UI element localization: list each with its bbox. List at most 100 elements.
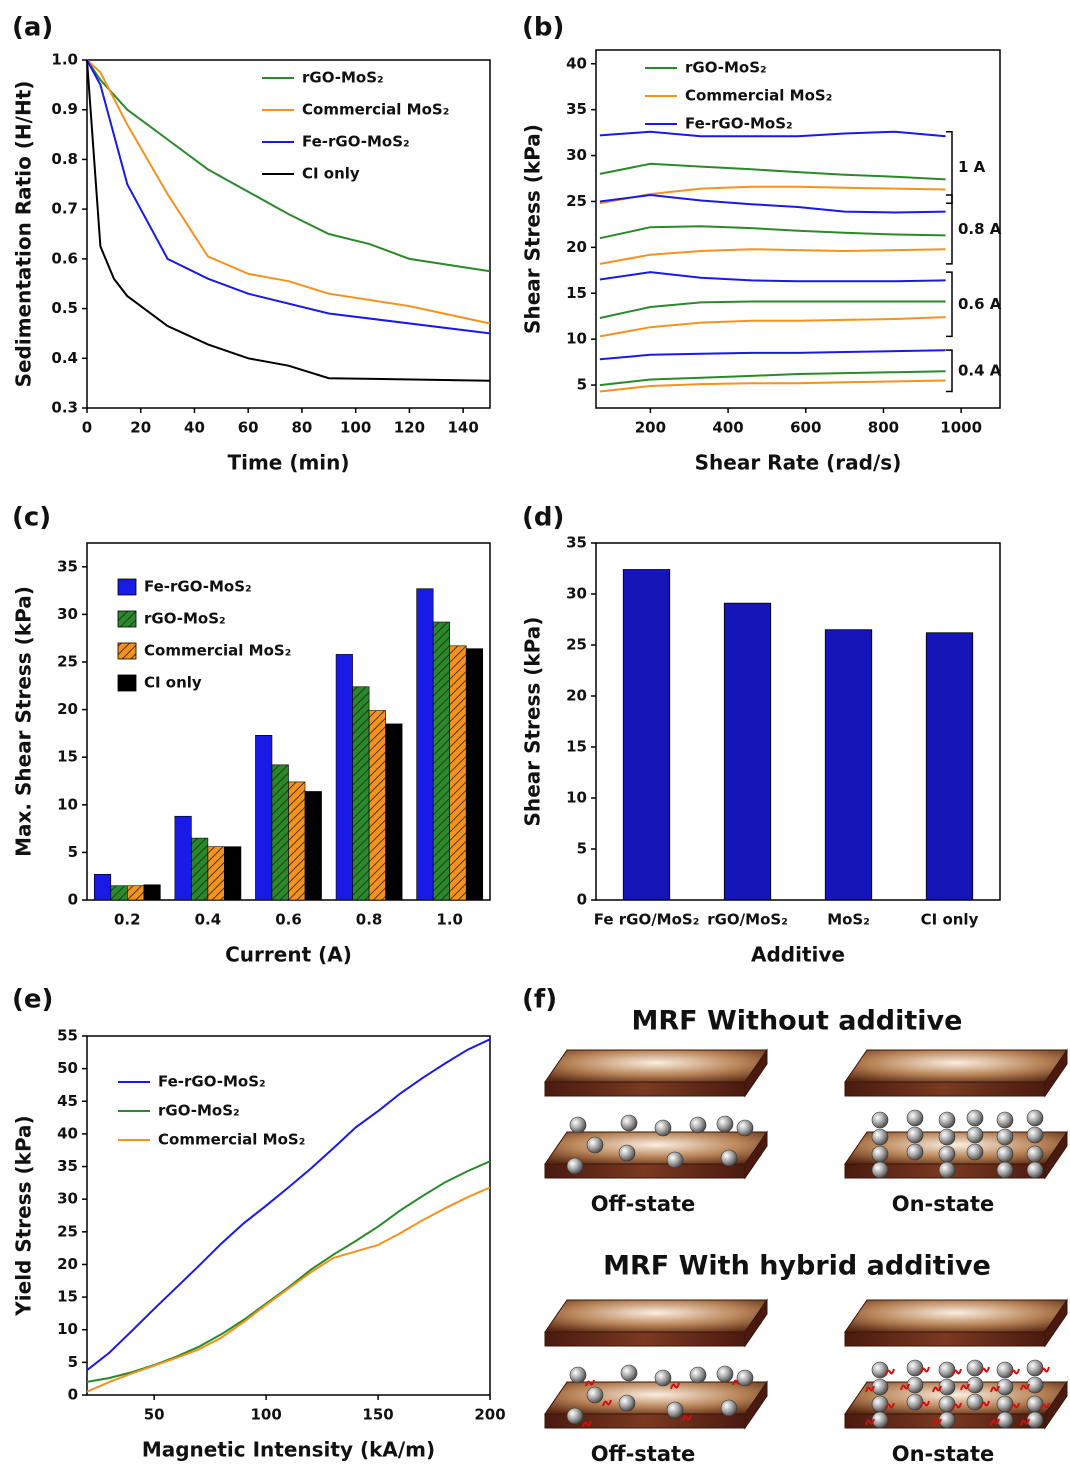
particle xyxy=(736,1369,754,1387)
y-tick-label: 30 xyxy=(57,605,78,623)
legend-label: Commercial MoS₂ xyxy=(302,101,449,119)
x-tick-label: rGO/MoS₂ xyxy=(707,911,788,929)
additive-flake xyxy=(682,1414,692,1422)
y-tick-label: 0 xyxy=(68,891,78,909)
y-tick-label: 35 xyxy=(57,1157,78,1175)
particle xyxy=(736,1119,754,1137)
additive-flake xyxy=(980,1400,990,1408)
particle xyxy=(586,1136,604,1154)
y-tick-label: 30 xyxy=(566,146,587,164)
particle xyxy=(966,1109,984,1127)
particle xyxy=(1026,1359,1044,1377)
y-tick-label: 30 xyxy=(57,1190,78,1208)
y-tick-label: 40 xyxy=(57,1124,78,1142)
data-line xyxy=(599,370,946,387)
additive-flake xyxy=(1040,1402,1050,1410)
plate-front xyxy=(844,1081,1046,1097)
legend-label: rGO-MoS₂ xyxy=(302,69,384,87)
particle xyxy=(996,1411,1014,1429)
data-line xyxy=(86,59,491,335)
y-tick-label: 10 xyxy=(566,789,587,807)
y-tick-label: 0 xyxy=(68,1386,78,1404)
particle xyxy=(871,1361,889,1379)
particle xyxy=(996,1145,1014,1163)
particle xyxy=(716,1365,734,1383)
legend-label: Commercial MoS₂ xyxy=(158,1131,305,1149)
additive-flake xyxy=(865,1418,875,1426)
additive-flake xyxy=(670,1382,680,1390)
legend-label: rGO-MoS₂ xyxy=(685,59,767,77)
bracket xyxy=(946,130,953,205)
x-tick-label: 0.2 xyxy=(114,911,141,929)
y-tick-label: 15 xyxy=(566,738,587,756)
data-line xyxy=(86,59,491,382)
particle xyxy=(618,1394,636,1412)
particle xyxy=(966,1393,984,1411)
additive-flake xyxy=(990,1385,1000,1393)
panel-label: (a) xyxy=(12,13,53,43)
data-line xyxy=(86,1186,491,1393)
x-tick-label: 0.4 xyxy=(195,911,222,929)
y-axis-title: Max. Shear Stress (kPa) xyxy=(12,586,36,857)
legend-swatch xyxy=(117,578,137,596)
particle xyxy=(996,1395,1014,1413)
particle xyxy=(1026,1411,1044,1429)
y-tick-label: 15 xyxy=(57,748,78,766)
data-line xyxy=(599,225,946,240)
y-tick-label: 10 xyxy=(57,1320,78,1338)
additive-flake xyxy=(900,1383,910,1391)
bar xyxy=(352,686,370,901)
y-tick-label: 0.9 xyxy=(51,100,78,118)
state-label: Off-state xyxy=(591,1442,696,1464)
legend-swatch xyxy=(117,674,137,692)
x-tick-label: Fe rGO/MoS₂ xyxy=(594,911,700,929)
x-tick-label: 80 xyxy=(291,419,312,437)
legend-label: Commercial MoS₂ xyxy=(144,642,291,660)
y-tick-label: 50 xyxy=(57,1059,78,1077)
y-tick-label: 20 xyxy=(57,1255,78,1273)
particle xyxy=(569,1116,587,1134)
group-label: 0.8 A xyxy=(958,220,1002,238)
x-axis-title: Additive xyxy=(751,943,845,967)
particle xyxy=(906,1143,924,1161)
particle xyxy=(566,1407,584,1425)
plate-side xyxy=(744,1048,768,1098)
plate-front xyxy=(544,1081,746,1097)
plot-frame xyxy=(86,59,491,409)
x-tick-label: 200 xyxy=(635,419,666,437)
particle xyxy=(654,1119,672,1137)
y-tick-label: 0.8 xyxy=(51,150,78,168)
plot-frame xyxy=(595,49,1001,409)
plate-side xyxy=(744,1298,768,1348)
panel-label: (d) xyxy=(522,503,564,533)
x-tick-label: 40 xyxy=(184,419,205,437)
x-axis-title: Magnetic Intensity (kA/m) xyxy=(142,1438,435,1462)
y-tick-label: 0 xyxy=(577,891,587,909)
additive-flake xyxy=(952,1402,962,1410)
additive-flake xyxy=(1020,1383,1030,1391)
bar xyxy=(824,629,873,901)
additive-flake xyxy=(932,1385,942,1393)
particle xyxy=(966,1143,984,1161)
particle xyxy=(906,1126,924,1144)
additive-flake xyxy=(1010,1402,1020,1410)
bar xyxy=(255,735,273,901)
bar xyxy=(368,710,386,901)
additive-flake xyxy=(960,1383,970,1391)
particle xyxy=(620,1114,638,1132)
legend-label: Fe-rGO-MoS₂ xyxy=(144,578,252,596)
particle xyxy=(871,1111,889,1129)
particle xyxy=(1026,1395,1044,1413)
x-tick-label: 0.8 xyxy=(356,911,383,929)
additive-flake xyxy=(1010,1368,1020,1376)
particle xyxy=(871,1128,889,1146)
state-label: On-state xyxy=(892,1442,995,1464)
legend-label: rGO-MoS₂ xyxy=(144,610,226,628)
y-tick-label: 0.7 xyxy=(51,200,78,218)
particle xyxy=(871,1411,889,1429)
section-title: MRF With hybrid additive xyxy=(603,1251,991,1282)
particle xyxy=(1026,1109,1044,1127)
particle xyxy=(871,1395,889,1413)
group-label: 1 A xyxy=(958,158,986,176)
data-line xyxy=(599,271,946,283)
